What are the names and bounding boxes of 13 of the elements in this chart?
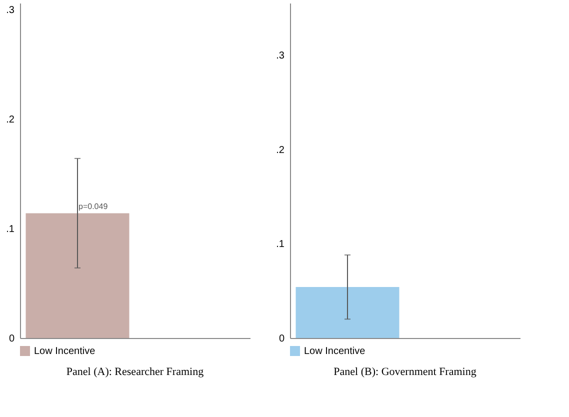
legend-label: Low Incentive bbox=[304, 346, 366, 357]
annotation: p=0.049 bbox=[78, 202, 108, 212]
y-tick-label: 0 bbox=[278, 334, 285, 344]
y-tick-label: .3 bbox=[6, 5, 15, 16]
text: Panel (A): Researcher Framing bbox=[66, 366, 204, 378]
legend-label: Low Incentive bbox=[34, 346, 96, 357]
y-tick-label: .2 bbox=[6, 114, 15, 126]
y-tick-label: .2 bbox=[276, 144, 285, 156]
y-tick-label: .1 bbox=[276, 239, 285, 250]
y-tick-label: .1 bbox=[6, 224, 15, 236]
y-tick-label: .3 bbox=[276, 50, 285, 62]
y-tick-label: 0 bbox=[8, 334, 15, 344]
text: Panel (B): Government Framing bbox=[334, 366, 477, 378]
